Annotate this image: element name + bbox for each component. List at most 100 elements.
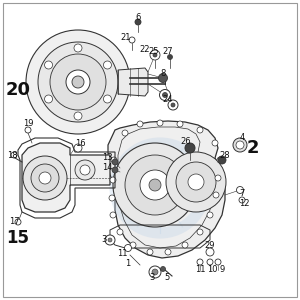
Text: 24: 24 — [163, 95, 173, 104]
Circle shape — [167, 55, 172, 59]
Circle shape — [129, 37, 135, 43]
Text: 22: 22 — [140, 46, 150, 55]
Text: 5: 5 — [164, 274, 169, 283]
Circle shape — [206, 248, 214, 256]
Text: 11: 11 — [195, 266, 205, 274]
Text: 19: 19 — [23, 119, 33, 128]
Circle shape — [124, 244, 131, 251]
Text: 11: 11 — [117, 248, 127, 257]
Circle shape — [188, 174, 204, 190]
Circle shape — [177, 121, 183, 127]
Text: 15: 15 — [7, 229, 29, 247]
Circle shape — [197, 127, 203, 133]
Circle shape — [105, 235, 115, 245]
Text: 4: 4 — [239, 134, 244, 142]
Text: 28: 28 — [220, 151, 230, 160]
Text: 7: 7 — [239, 188, 245, 197]
Circle shape — [74, 144, 82, 152]
Circle shape — [165, 249, 171, 255]
Circle shape — [39, 172, 51, 184]
Circle shape — [140, 170, 170, 200]
Circle shape — [11, 152, 17, 158]
Circle shape — [239, 197, 245, 203]
Text: 9: 9 — [219, 266, 225, 274]
Circle shape — [25, 127, 31, 133]
Circle shape — [163, 92, 167, 98]
Circle shape — [166, 152, 226, 212]
Text: MOTORPARTS: MOTORPARTS — [122, 195, 188, 205]
Circle shape — [218, 156, 226, 164]
Text: 6: 6 — [135, 13, 141, 22]
Circle shape — [217, 157, 223, 163]
Polygon shape — [108, 121, 225, 258]
Circle shape — [75, 160, 95, 180]
Circle shape — [45, 95, 52, 103]
Text: OEM: OEM — [116, 170, 194, 200]
Circle shape — [109, 195, 115, 201]
Text: 18: 18 — [7, 151, 17, 160]
Circle shape — [185, 143, 195, 153]
Circle shape — [171, 103, 175, 107]
Circle shape — [45, 61, 52, 69]
Circle shape — [207, 212, 213, 218]
Circle shape — [112, 167, 118, 173]
Circle shape — [72, 76, 84, 88]
Circle shape — [160, 266, 166, 272]
Circle shape — [122, 130, 128, 136]
Text: 17: 17 — [9, 218, 19, 226]
Circle shape — [26, 30, 130, 134]
Circle shape — [158, 74, 167, 82]
Circle shape — [152, 269, 158, 275]
Text: 10: 10 — [207, 266, 217, 274]
Circle shape — [149, 266, 161, 278]
Circle shape — [212, 140, 218, 146]
Polygon shape — [118, 68, 148, 96]
Circle shape — [74, 44, 82, 52]
Circle shape — [168, 100, 178, 110]
Circle shape — [236, 141, 244, 149]
Circle shape — [197, 229, 203, 235]
Circle shape — [31, 164, 59, 192]
Circle shape — [176, 162, 216, 202]
Circle shape — [236, 187, 244, 194]
Circle shape — [103, 61, 111, 69]
Circle shape — [108, 238, 112, 242]
Circle shape — [66, 70, 90, 94]
Circle shape — [150, 50, 160, 60]
Circle shape — [153, 53, 157, 57]
Circle shape — [160, 89, 170, 100]
Text: 20: 20 — [5, 81, 31, 99]
Circle shape — [197, 259, 203, 265]
Text: 1: 1 — [125, 259, 130, 268]
Circle shape — [74, 112, 82, 120]
Text: 16: 16 — [75, 139, 85, 148]
Text: 25: 25 — [148, 47, 158, 56]
Circle shape — [130, 242, 136, 248]
Circle shape — [137, 121, 143, 127]
Circle shape — [207, 259, 213, 265]
Circle shape — [50, 54, 106, 110]
Text: 13: 13 — [102, 152, 112, 161]
Text: 8: 8 — [160, 68, 166, 77]
Circle shape — [117, 229, 123, 235]
Text: 14: 14 — [102, 164, 112, 172]
Circle shape — [23, 156, 67, 200]
Circle shape — [111, 157, 117, 163]
Circle shape — [149, 179, 161, 191]
Circle shape — [215, 259, 221, 265]
Circle shape — [147, 249, 153, 255]
Text: 29: 29 — [205, 242, 215, 250]
Polygon shape — [22, 143, 110, 212]
Circle shape — [182, 242, 188, 248]
Text: 12: 12 — [239, 199, 249, 208]
Circle shape — [233, 138, 247, 152]
Text: 26: 26 — [181, 137, 191, 146]
Text: 2: 2 — [247, 139, 259, 157]
Circle shape — [213, 192, 219, 198]
Text: 21: 21 — [121, 34, 131, 43]
Circle shape — [125, 155, 185, 215]
Circle shape — [113, 143, 197, 227]
Circle shape — [15, 219, 21, 225]
Circle shape — [38, 42, 118, 122]
Text: 27: 27 — [163, 47, 173, 56]
